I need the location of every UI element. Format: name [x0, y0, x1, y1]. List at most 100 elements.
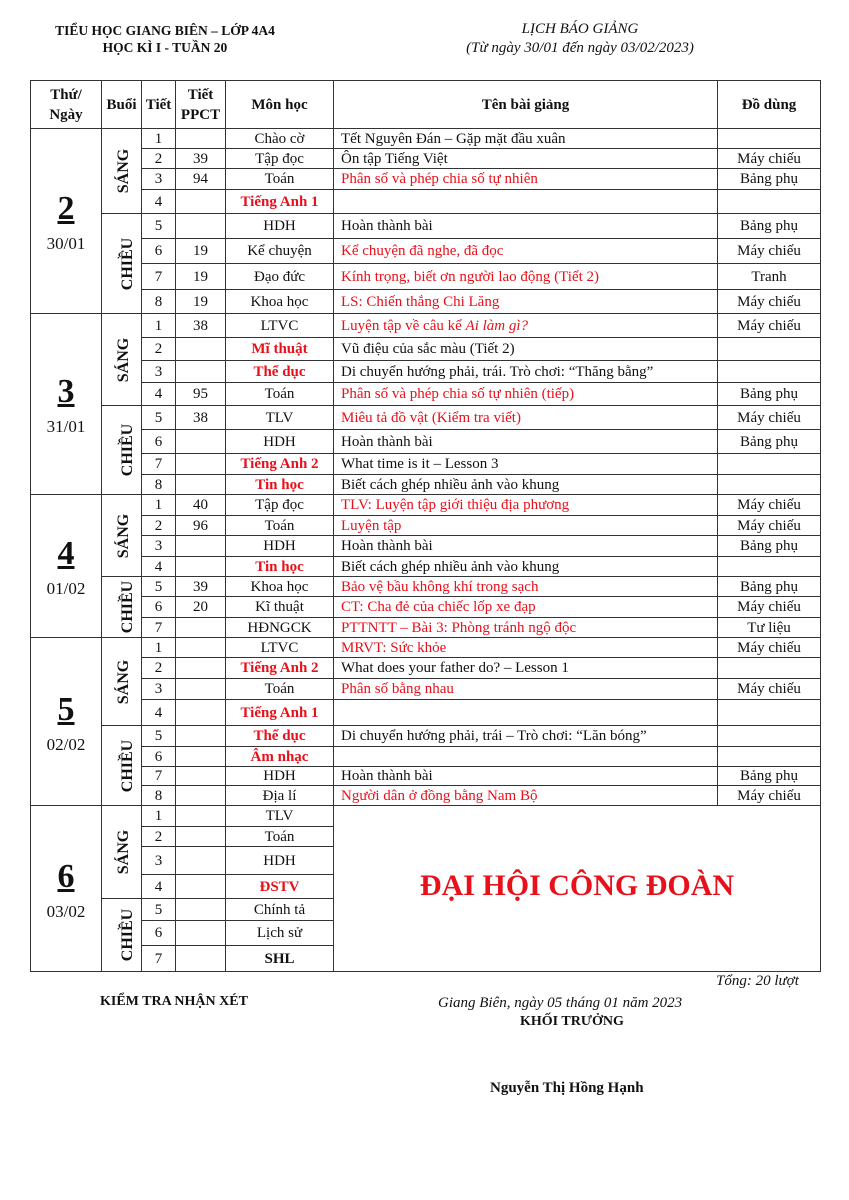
ppct-cell	[175, 746, 226, 767]
session-cell: SÁNG	[101, 805, 142, 899]
lesson-cell: Di chuyển hướng phải, trái. Trò chơi: “T…	[333, 360, 718, 383]
table-row: 4 ĐSTV	[31, 874, 821, 899]
equipment-cell: Bảng phụ	[717, 213, 821, 239]
session-label: SÁNG	[115, 659, 133, 704]
lesson-title: PTTNTT – Bài 3: Phòng tránh ngộ độc	[341, 619, 577, 636]
ppct-cell	[175, 699, 226, 726]
lesson-cell: Biết cách ghép nhiều ảnh vào khung	[333, 474, 718, 495]
lesson-cell: MRVT: Sức khỏe	[333, 637, 718, 658]
equipment-cell: Tranh	[717, 263, 821, 290]
subject-cell: Tiếng Anh 2	[225, 453, 334, 475]
equipment-cell	[717, 337, 821, 361]
day-number: 6	[57, 857, 75, 895]
table-row: 3 Toán Phân số bằng nhau Máy chiếu	[31, 678, 821, 700]
ppct-cell: 95	[175, 382, 226, 406]
lesson-title: Hoàn thành bài	[341, 538, 433, 554]
subject-cell: Tiếng Anh 2	[225, 657, 334, 679]
lesson-cell: Phân số và phép chia số tự nhiên (tiếp)	[333, 382, 718, 406]
ppct-cell	[175, 453, 226, 475]
day-cell: 3 31/01	[30, 313, 102, 495]
col-session: Buổi	[101, 80, 142, 129]
lesson-cell: Hoàn thành bài	[333, 535, 718, 557]
period-cell: 4	[141, 382, 176, 406]
subject-cell: Tin học	[225, 474, 334, 495]
ppct-cell	[175, 429, 226, 454]
session-label: CHIỀU	[119, 908, 137, 962]
subject-cell: Thể dục	[225, 360, 334, 383]
subject-cell: Toán	[225, 382, 334, 406]
table-row: 6 19 Kể chuyện Kể chuyện đã nghe, đã đọc Máy…	[31, 238, 821, 264]
period-cell: 4	[141, 874, 176, 899]
lesson-title: Người dân ở đồng bằng Nam Bộ	[341, 787, 538, 804]
period-cell: 4	[141, 189, 176, 214]
table-row: 4 Tiếng Anh 1	[31, 699, 821, 726]
period-cell: 2	[141, 148, 176, 169]
period-cell: 7	[141, 263, 176, 290]
merged-note: ĐẠI HỘI CÔNG ĐOÀN	[419, 869, 735, 902]
subject-cell: Khoa học	[225, 576, 334, 597]
ppct-cell	[175, 805, 226, 827]
period-cell: 6	[141, 746, 176, 767]
table-row: 7 19 Đạo đức Kính trọng, biết ơn người lao …	[31, 263, 821, 290]
period-cell: 1	[141, 494, 176, 516]
table-row: 7 HĐNGCK PTTNTT – Bài 3: Phòng tránh ngộ đ…	[31, 617, 821, 638]
session-cell: SÁNG	[101, 494, 142, 577]
day-number: 2	[57, 190, 75, 227]
session-label: SÁNG	[115, 513, 133, 558]
col-lesson: Tên bài giảng	[333, 80, 718, 129]
signer-name: Nguyễn Thị Hồng Hạnh	[490, 1080, 644, 1096]
lesson-title: Kính trọng, biết ơn người lao động (Tiết…	[341, 268, 600, 285]
ppct-cell	[175, 474, 226, 495]
subject-cell: Đạo đức	[225, 263, 334, 290]
equipment-cell	[717, 746, 821, 767]
lesson-title: What time is it – Lesson 3	[341, 456, 499, 472]
session-label: SÁNG	[115, 829, 133, 875]
subject-cell: Địa lí	[225, 785, 334, 806]
equipment-cell: Máy chiếu	[717, 515, 821, 536]
table-row: CHIỀU 5 38 TLV Miêu tả đồ vật (Kiểm tra viết…	[31, 405, 821, 495]
table-row: CHIỀU 5 Thể dục Di chuyển hướng phải, trái …	[31, 725, 821, 806]
subject-cell: Tiếng Anh 1	[225, 189, 334, 214]
merged-note-cell: ĐẠI HỘI CÔNG ĐOÀN	[333, 805, 821, 972]
session-cell: CHIỀU	[101, 576, 142, 638]
session-label: SÁNG	[115, 337, 133, 382]
period-cell: 2	[141, 826, 176, 847]
ppct-cell	[175, 898, 226, 921]
ppct-cell	[175, 945, 226, 972]
period-cell: 3	[141, 678, 176, 700]
lesson-cell: Kể chuyện đã nghe, đã đọc	[333, 238, 718, 264]
ppct-cell: 19	[175, 238, 226, 264]
session-cell: CHIỀU	[101, 898, 142, 972]
subject-cell: LTVC	[225, 313, 334, 338]
lesson-title: Vũ điệu của sắc màu (Tiết 2)	[341, 341, 515, 357]
lesson-title: Kể chuyện đã nghe, đã đọc	[341, 243, 504, 259]
day-date: 31/01	[46, 417, 86, 436]
lesson-cell: Bảo vệ bầu không khí trong sạch	[333, 576, 718, 597]
day-number: 4	[57, 535, 75, 572]
table-row: 3 94 Toán Phân số và phép chia số tự nhiên B…	[31, 168, 821, 190]
lesson-cell: Luyện tập	[333, 515, 718, 536]
table-row: 7 HDH Hoàn thành bài Bảng phụ	[31, 766, 821, 786]
col-day: Thứ/ Ngày	[30, 80, 102, 129]
lesson-title: Hoàn thành bài	[341, 218, 433, 234]
subject-cell: Tập đọc	[225, 494, 334, 516]
ppct-cell	[175, 535, 226, 557]
period-cell: 5	[141, 725, 176, 747]
subject-cell: Toán	[225, 515, 334, 536]
subject-cell: SHL	[225, 945, 334, 972]
session-cell: CHIỀU	[101, 725, 142, 806]
lesson-cell: What does your father do? – Lesson 1	[333, 657, 718, 679]
ppct-cell	[175, 846, 226, 875]
day-date: 03/02	[46, 901, 86, 921]
day-date: 30/01	[46, 234, 86, 253]
ppct-cell	[175, 360, 226, 383]
session-label: CHIỀU	[119, 423, 137, 477]
lesson-title: LS: Chiến thắng Chi Lăng	[341, 293, 500, 310]
table-row: 2 Toán	[31, 826, 821, 847]
period-cell: 2	[141, 515, 176, 536]
lesson-title: Phân số và phép chia số tự nhiên (tiếp)	[341, 386, 575, 402]
schedule-table: Thứ/ Ngày Buổi Tiết Tiết PPCT Môn học Tê…	[30, 80, 821, 972]
lesson-cell: Ôn tập Tiếng Việt	[333, 148, 718, 169]
lesson-cell: TLV: Luyện tập giới thiệu địa phương	[333, 494, 718, 516]
total-count: Tổng: 20 lượt	[716, 973, 799, 989]
